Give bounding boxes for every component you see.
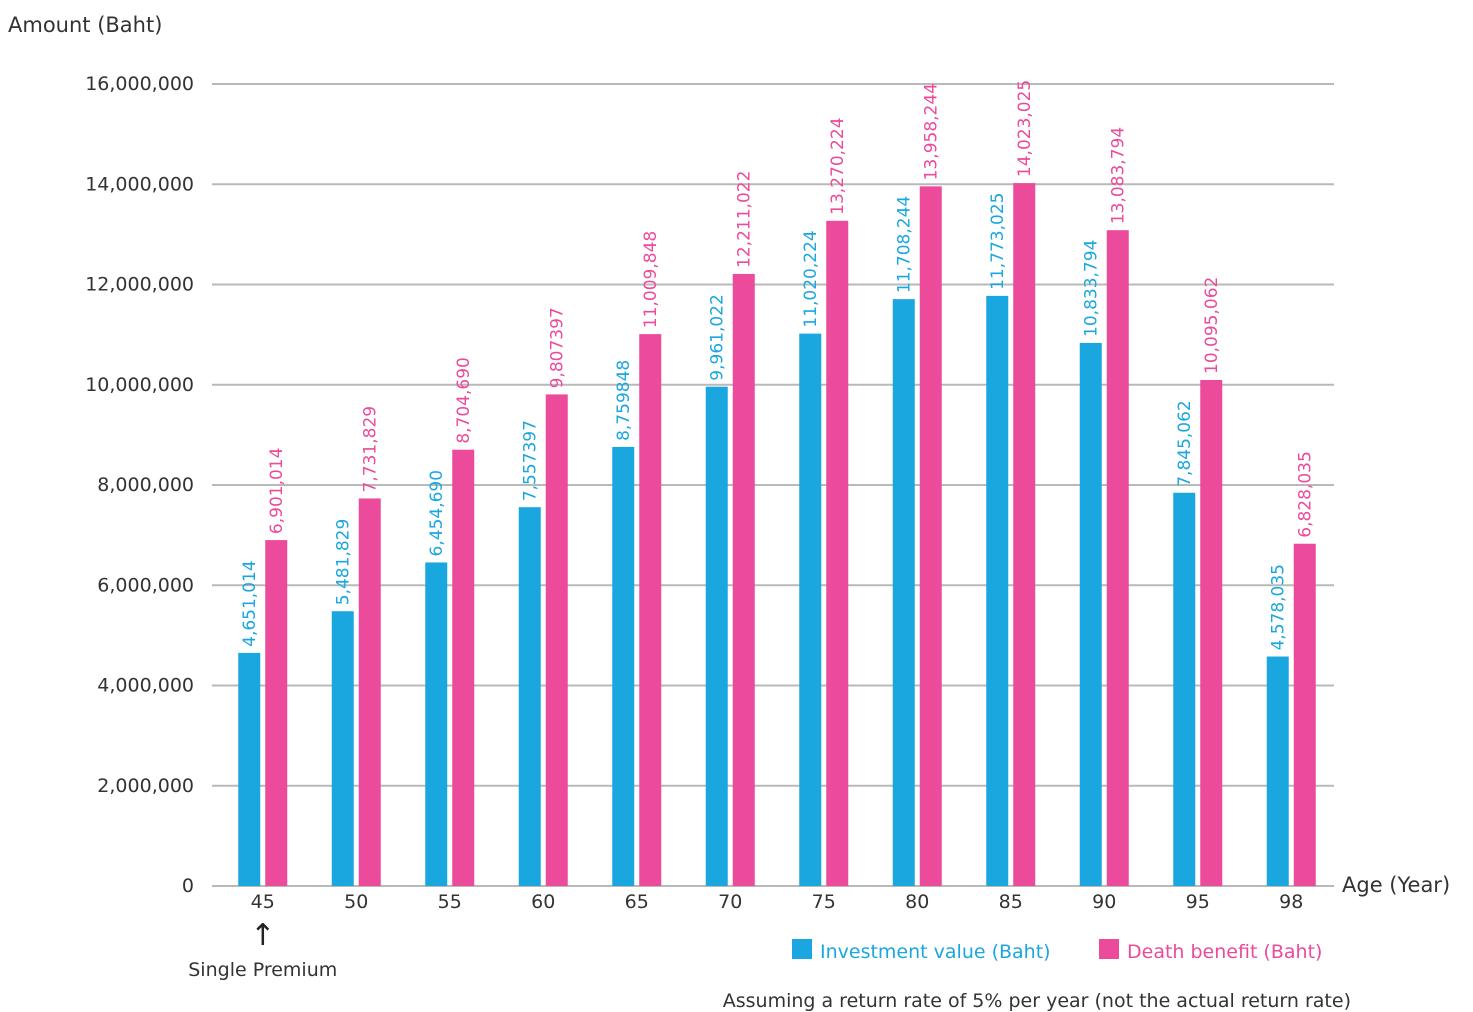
value-label: 6,454,690: [427, 470, 447, 557]
single-premium-annotation: Single Premium: [188, 959, 337, 981]
bar: [518, 507, 541, 886]
x-tick-label: 50: [344, 891, 368, 913]
bar: [265, 540, 288, 886]
x-axis-title: Age (Year): [1342, 873, 1450, 897]
bar: [639, 334, 662, 887]
value-label: 12,211,022: [735, 171, 755, 268]
single-premium-arrow-icon: ↑: [250, 918, 275, 953]
bar: [826, 220, 849, 886]
value-label: 11,708,244: [895, 196, 915, 293]
x-tick-label: 55: [438, 891, 462, 913]
y-tick-label: 2,000,000: [97, 775, 194, 797]
value-label: 14,023,025: [1015, 80, 1035, 177]
bar: [919, 186, 942, 886]
bar: [732, 273, 755, 887]
y-tick-label: 8,000,000: [97, 474, 194, 496]
bar: [1266, 656, 1289, 886]
value-label: 4,578,035: [1269, 564, 1289, 651]
assumption-note: Assuming a return rate of 5% per year (n…: [723, 990, 1351, 1012]
bar: [1106, 230, 1129, 887]
gridlines: [212, 83, 1334, 887]
value-label: 6,901,014: [267, 448, 287, 535]
bar: [358, 498, 381, 886]
value-label: 9,961,022: [708, 294, 728, 381]
bar: [1079, 342, 1102, 887]
y-axis-title: Amount (Baht): [8, 13, 162, 37]
x-tick-label: 95: [1186, 891, 1210, 913]
y-tick-label: 0: [182, 875, 194, 897]
value-label: 13,270,224: [828, 117, 848, 214]
y-tick-label: 14,000,000: [85, 173, 194, 195]
bar: [1173, 492, 1196, 886]
value-label: 10,095,062: [1202, 277, 1222, 374]
bar: [892, 299, 915, 886]
value-label: 6,828,035: [1296, 451, 1316, 538]
value-label: 7,845,062: [1175, 400, 1195, 487]
bar: [986, 295, 1009, 886]
bar: [331, 611, 354, 886]
bar: [238, 652, 261, 886]
value-label: 11,020,224: [801, 230, 821, 327]
x-tick-label: 90: [1092, 891, 1116, 913]
bar: [545, 394, 568, 886]
bar: [799, 333, 822, 886]
x-tick-label: 65: [625, 891, 649, 913]
y-tick-label: 12,000,000: [85, 274, 194, 296]
value-label: 8,704,690: [454, 357, 474, 444]
value-labels: 4,651,014 6,901,014 5,481,829 7,731,829 6,45…: [240, 80, 1316, 651]
value-label: 13,083,794: [1109, 127, 1129, 224]
value-label: 7,731,829: [361, 406, 381, 493]
value-label: 4,651,014: [240, 560, 260, 647]
x-tick-label: 70: [718, 891, 742, 913]
x-tick-label: 45: [251, 891, 275, 913]
x-tick-labels: 45 50 55 60 65 70 75 80 85 90 95 98: [251, 891, 1304, 913]
value-label: 11,773,025: [988, 193, 1008, 290]
legend-label-investment: Investment value (Baht): [820, 941, 1051, 963]
bar: [425, 562, 448, 886]
legend-label-death-benefit: Death benefit (Baht): [1127, 941, 1322, 963]
legend-swatch-investment: [792, 939, 812, 959]
legend-swatch-death-benefit: [1099, 939, 1119, 959]
bar: [1013, 183, 1036, 886]
bar: [1293, 543, 1316, 886]
x-tick-label: 85: [999, 891, 1023, 913]
bars: [238, 183, 1316, 887]
bar: [705, 386, 728, 886]
y-tick-label: 4,000,000: [97, 675, 194, 697]
value-label: 8,759848: [614, 360, 634, 441]
x-tick-label: 80: [905, 891, 929, 913]
x-tick-label: 75: [812, 891, 836, 913]
bar: [612, 446, 635, 886]
x-tick-label: 98: [1279, 891, 1303, 913]
y-tick-labels: 0 2,000,000 4,000,000 6,000,000 8,000,000 10,…: [85, 73, 194, 897]
legend: Investment value (Baht) Death benefit (B…: [792, 939, 1322, 963]
bar: [1200, 379, 1223, 886]
y-tick-label: 10,000,000: [85, 374, 194, 396]
value-label: 5,481,829: [334, 519, 354, 606]
value-label: 13,958,244: [922, 83, 942, 180]
y-tick-label: 16,000,000: [85, 73, 194, 95]
value-label: 11,009,848: [641, 231, 661, 328]
y-tick-label: 6,000,000: [97, 574, 194, 596]
value-label: 9,807397: [548, 307, 568, 388]
value-label: 7,557397: [521, 420, 541, 501]
value-label: 10,833,794: [1082, 240, 1102, 337]
bar: [452, 449, 475, 886]
x-tick-label: 60: [531, 891, 555, 913]
